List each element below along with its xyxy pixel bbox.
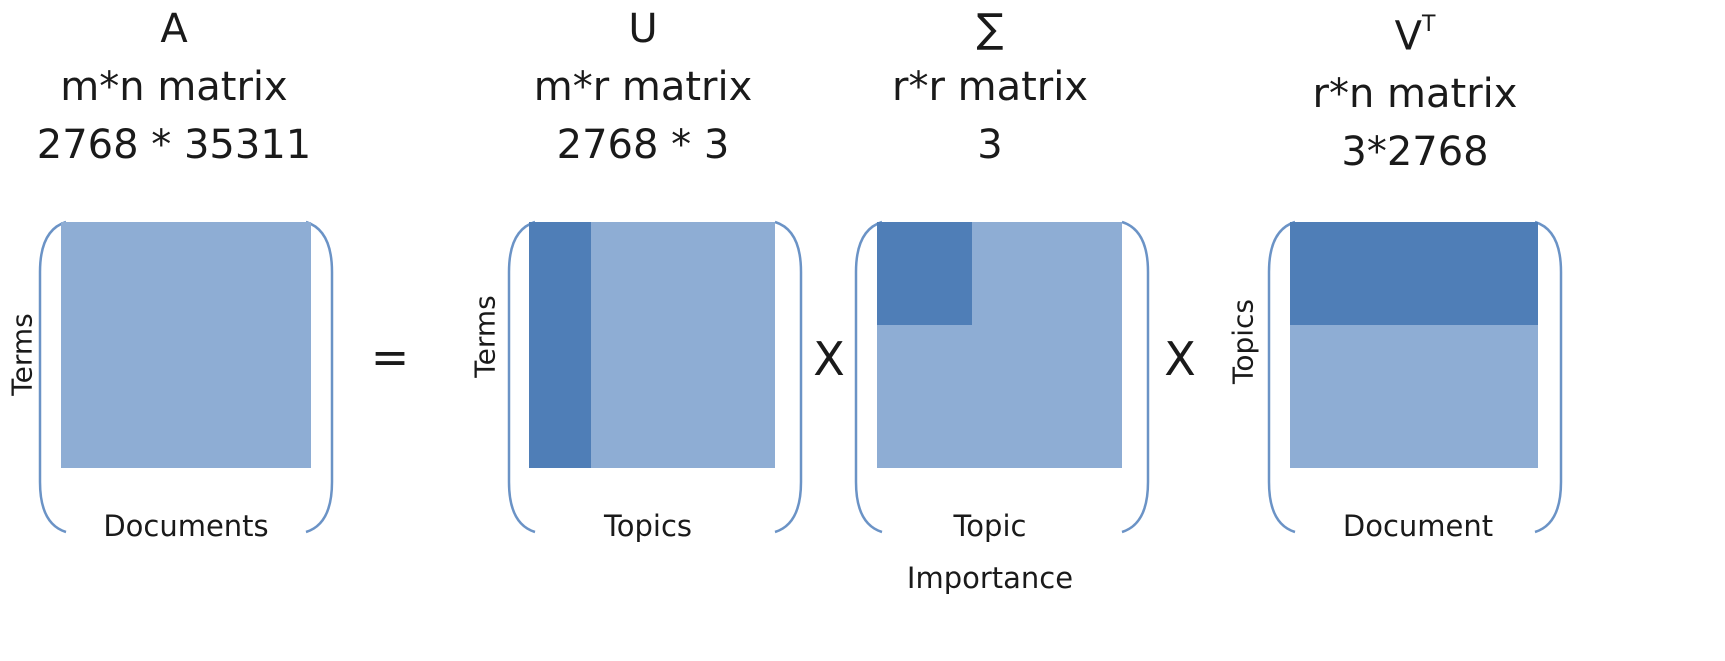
- matrix-a-dims: 2768 * 35311: [36, 122, 312, 168]
- matrix-u-symbol: U: [628, 6, 658, 52]
- matrix-vt-row-label: Topics: [1226, 299, 1260, 385]
- matrix-a-shape: m*n matrix: [60, 64, 288, 110]
- matrix-u-col-label: Topics: [603, 509, 693, 543]
- matrix-vt-brackets: [1267, 220, 1563, 534]
- matrix-vt-header: VT r*n matrix 3*2768: [1255, 0, 1575, 181]
- matrix-sigma-shape: r*r matrix: [892, 64, 1088, 110]
- matrix-vt-topic-rows: [1290, 222, 1538, 325]
- equals-sign: =: [370, 330, 410, 384]
- matrix-u-shape: m*r matrix: [533, 64, 753, 110]
- matrix-vt: [1265, 220, 1565, 534]
- matrix-a-brackets: [38, 220, 334, 534]
- matrix-sigma-col-label-line2: Importance: [906, 561, 1074, 595]
- matrix-u-brackets: [507, 220, 803, 534]
- matrix-a-col-label: Documents: [103, 509, 269, 543]
- matrix-vt-symbol: VT: [1394, 12, 1436, 60]
- matrix-a-row-label: Terms: [5, 313, 39, 396]
- matrix-a-symbol: A: [160, 6, 188, 52]
- matrix-sigma-brackets: [854, 220, 1150, 534]
- matrix-sigma-symbol: ∑: [976, 6, 1004, 52]
- matrix-a-header: A m*n matrix 2768 * 35311: [14, 0, 334, 174]
- matrix-vt-col-label: Document: [1342, 509, 1494, 543]
- matrix-sigma: [852, 220, 1152, 534]
- matrix-sigma-topic-block: [877, 222, 972, 325]
- matrix-u: [505, 220, 805, 534]
- matrix-vt-dims: 3*2768: [1341, 129, 1489, 176]
- matrix-sigma-col-label: Topic Importance: [840, 500, 1140, 604]
- matrix-vt-shape: r*n matrix: [1312, 71, 1518, 118]
- multiply-sign-1: X: [813, 332, 845, 386]
- matrix-u-header: U m*r matrix 2768 * 3: [483, 0, 803, 174]
- multiply-sign-2: X: [1164, 332, 1196, 386]
- matrix-sigma-dims: 3: [977, 122, 1003, 168]
- matrix-sigma-header: ∑ r*r matrix 3: [830, 0, 1150, 174]
- matrix-sigma-col-label-line1: Topic: [953, 509, 1027, 543]
- matrix-a: [36, 220, 336, 534]
- matrix-u-dims: 2768 * 3: [556, 122, 730, 168]
- matrix-a-fill: [61, 222, 311, 468]
- matrix-vt-superscript: T: [1421, 12, 1436, 37]
- matrix-u-topic-columns: [529, 222, 591, 468]
- matrix-u-row-label: Terms: [468, 295, 502, 378]
